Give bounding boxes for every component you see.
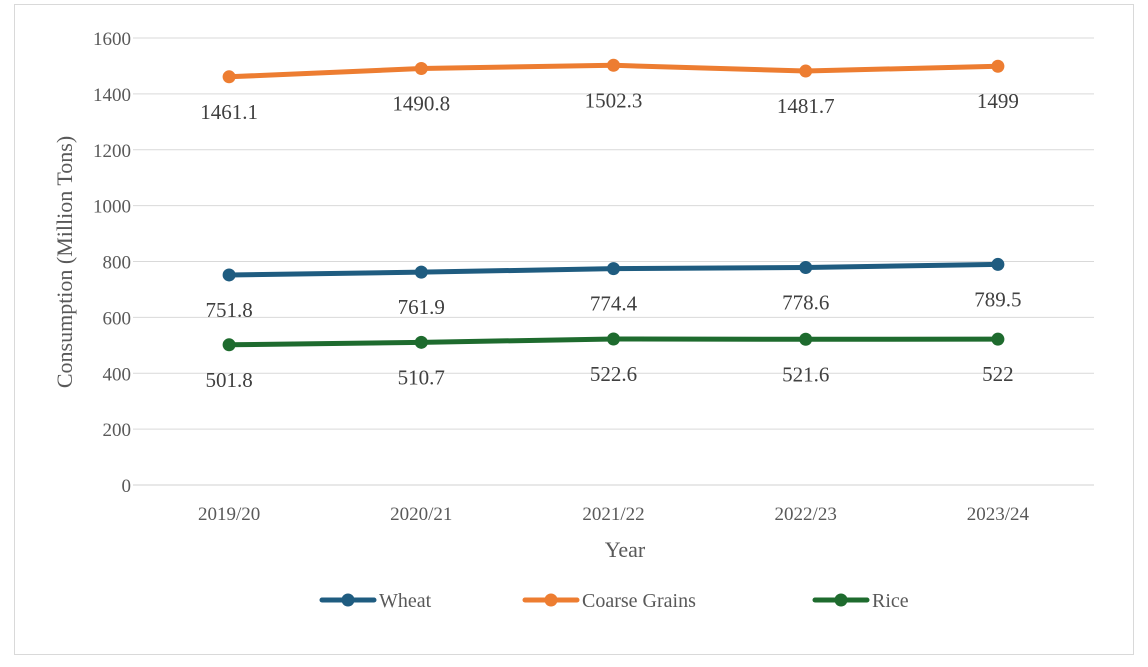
x-tick-label: 2022/23 — [775, 504, 837, 525]
y-tick-label: 200 — [103, 420, 132, 441]
legend-label-rice: Rice — [872, 590, 909, 612]
x-tick-label: 2021/22 — [582, 504, 644, 525]
data-label-rice: 501.8 — [205, 368, 252, 392]
chart-border — [14, 4, 1134, 655]
y-axis-title: Consumption (Million Tons) — [52, 136, 77, 388]
data-point-rice — [991, 332, 1005, 346]
data-label-coarse-grains: 1490.8 — [392, 92, 450, 116]
data-point-rice — [414, 335, 428, 349]
data-label-rice: 510.7 — [398, 365, 445, 389]
data-label-rice: 522 — [982, 362, 1014, 386]
data-label-wheat: 789.5 — [974, 287, 1021, 311]
data-label-coarse-grains: 1481.7 — [777, 94, 835, 118]
y-tick-label: 800 — [103, 253, 132, 274]
data-point-rice — [799, 332, 813, 346]
data-label-wheat: 778.6 — [782, 290, 829, 314]
y-tick-label: 1400 — [93, 85, 131, 106]
data-label-rice: 522.6 — [590, 362, 637, 386]
x-tick-label: 2019/20 — [198, 504, 260, 525]
y-tick-label: 400 — [103, 364, 132, 385]
data-label-coarse-grains: 1461.1 — [200, 100, 258, 124]
data-point-coarse-grains — [799, 64, 813, 78]
data-label-wheat: 761.9 — [398, 295, 445, 319]
data-point-wheat — [799, 260, 813, 274]
data-point-coarse-grains — [991, 59, 1005, 73]
y-tick-label: 1000 — [93, 197, 131, 218]
y-tick-label: 600 — [103, 308, 132, 329]
x-axis-ticks: 2019/20 2020/21 2021/22 2022/23 2023/24 — [198, 504, 1030, 525]
data-point-wheat — [222, 268, 236, 282]
y-tick-label: 0 — [122, 476, 132, 497]
legend-marker-coarse-grains — [544, 593, 558, 607]
legend: Wheat Coarse Grains Rice — [319, 590, 909, 612]
legend-marker-wheat — [341, 593, 355, 607]
x-tick-label: 2023/24 — [967, 504, 1030, 525]
x-axis-title: Year — [605, 537, 646, 562]
gridlines — [133, 37, 1094, 486]
data-point-wheat — [991, 257, 1005, 271]
data-point-wheat — [607, 262, 620, 276]
data-point-wheat — [414, 265, 428, 279]
series-layer — [222, 58, 1005, 352]
data-label-coarse-grains: 1499 — [977, 89, 1019, 113]
y-tick-label: 1600 — [93, 29, 131, 50]
data-labels: 751.8 761.9 774.4 778.6 789.5 1461.1 1490.8 150… — [200, 88, 1021, 392]
data-label-wheat: 751.8 — [205, 298, 252, 322]
x-tick-label: 2020/21 — [390, 504, 452, 525]
data-point-coarse-grains — [607, 58, 620, 72]
y-axis-ticks: 0 200 400 600 800 1000 1200 1400 1600 — [93, 29, 131, 497]
data-point-rice — [607, 332, 620, 346]
legend-label-wheat: Wheat — [379, 590, 432, 612]
data-point-coarse-grains — [222, 70, 236, 84]
data-label-coarse-grains: 1502.3 — [585, 88, 643, 112]
legend-label-coarse-grains: Coarse Grains — [582, 590, 696, 612]
data-label-wheat: 774.4 — [590, 292, 638, 316]
legend-marker-rice — [834, 593, 848, 607]
data-point-coarse-grains — [414, 62, 428, 76]
data-point-rice — [222, 338, 236, 352]
data-label-rice: 521.6 — [782, 362, 829, 386]
y-tick-label: 1200 — [93, 141, 131, 162]
